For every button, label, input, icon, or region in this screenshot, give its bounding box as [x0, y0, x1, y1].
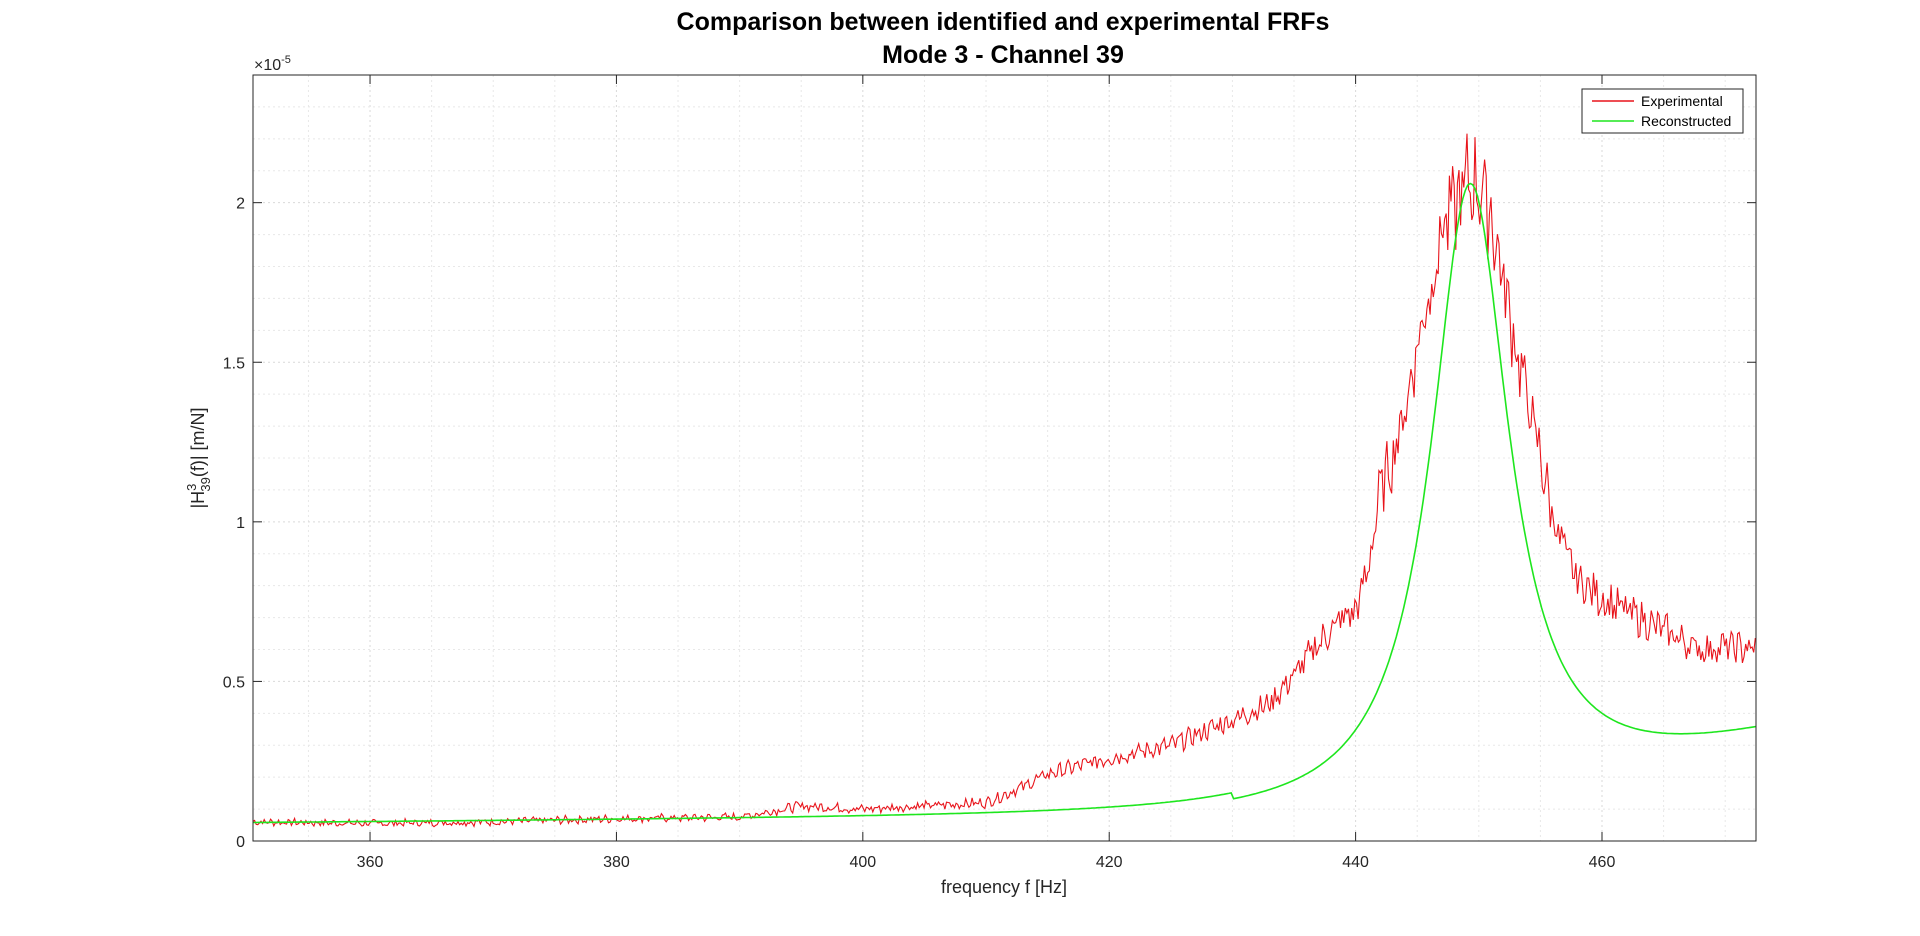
series-layer [252, 133, 1757, 828]
series-line-experimental [252, 133, 1756, 828]
legend-label-experimental: Experimental [1641, 93, 1723, 109]
x-tick-label: 360 [357, 854, 384, 871]
tick-marks [253, 75, 1756, 842]
grid-lines [253, 75, 1756, 841]
x-tick-label: 420 [1096, 854, 1123, 871]
y-tick-label: 2 [236, 196, 245, 213]
y-tick-label: 0 [236, 834, 245, 851]
x-tick-label: 380 [603, 854, 630, 871]
y-axis-label: |H339(f)| [m/N] [184, 407, 213, 508]
x-axis-label: frequency f [Hz] [941, 877, 1067, 897]
chart-subtitle: Mode 3 - Channel 39 [882, 41, 1124, 69]
series-line-reconstructed [253, 182, 1757, 824]
y-exponent-label: ×10-5 [254, 54, 291, 74]
y-tick-label: 1 [236, 515, 245, 532]
legend-box [1581, 88, 1744, 134]
y-tick-label: 1.5 [223, 355, 245, 372]
chart-title: Comparison between identified and experi… [677, 8, 1330, 36]
x-tick-label: 400 [849, 854, 876, 871]
x-tick-label: 460 [1589, 854, 1616, 871]
axes-box [252, 74, 1757, 842]
y-tick-label: 0.5 [223, 674, 245, 691]
legend-label-reconstructed: Reconstructed [1641, 113, 1731, 129]
legend: Experimental Reconstructed [1581, 88, 1744, 134]
x-tick-label: 440 [1342, 854, 1369, 871]
